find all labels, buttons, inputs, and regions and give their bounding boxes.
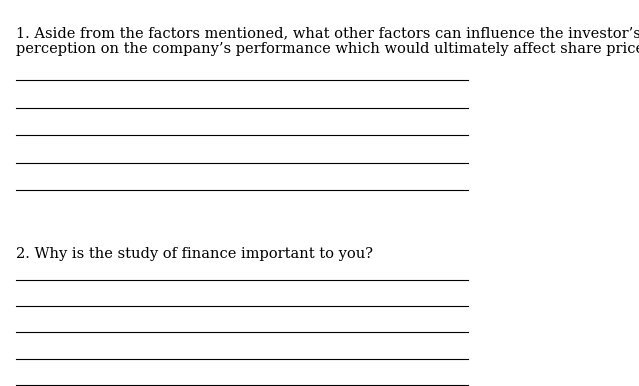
- Text: 1. Aside from the factors mentioned, what other factors can influence the invest: 1. Aside from the factors mentioned, wha…: [16, 26, 639, 40]
- Text: 2. Why is the study of finance important to you?: 2. Why is the study of finance important…: [16, 247, 373, 261]
- Text: perception on the company’s performance which would ultimately affect share pric: perception on the company’s performance …: [16, 42, 639, 56]
